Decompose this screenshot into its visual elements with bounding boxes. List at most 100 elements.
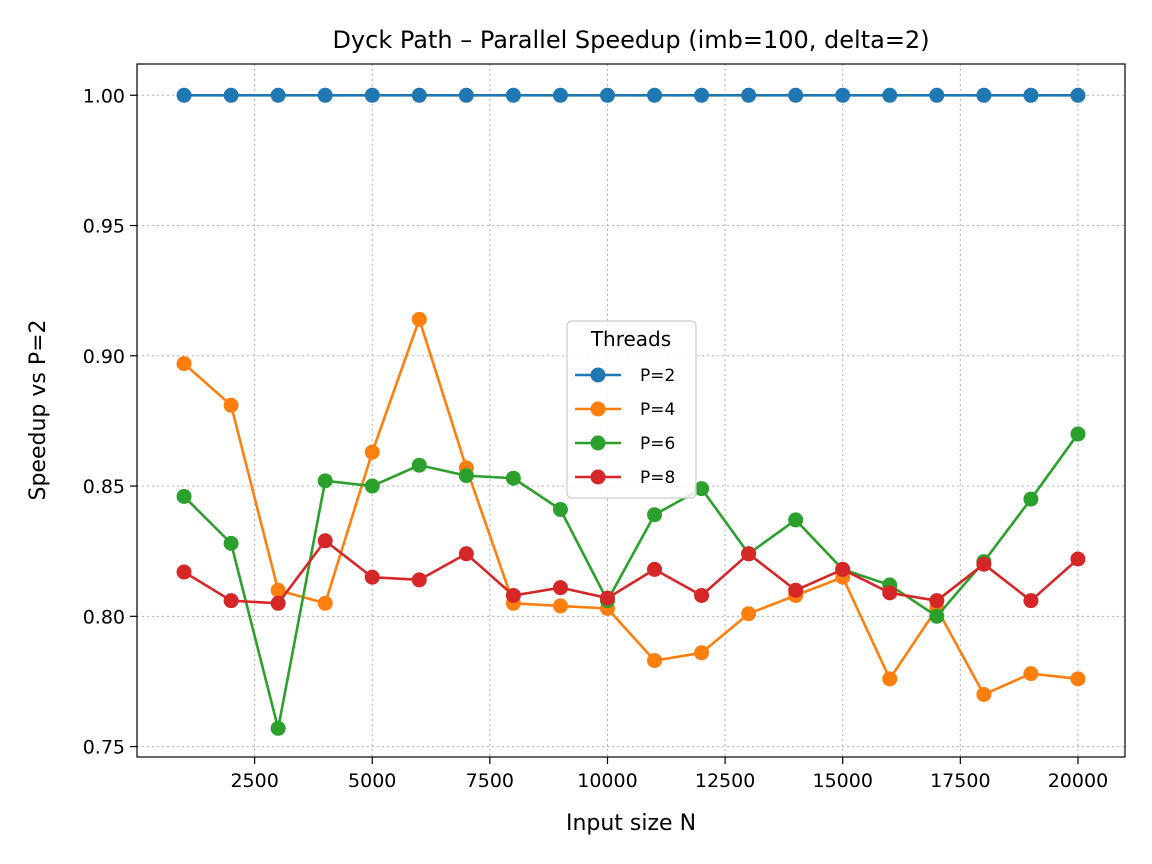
- data-point: [1023, 593, 1039, 609]
- data-point: [694, 645, 710, 661]
- legend-swatch-marker: [590, 367, 606, 383]
- data-point: [929, 593, 945, 609]
- data-point: [882, 87, 898, 103]
- legend-item: P=8: [575, 468, 675, 488]
- series-line: [183, 318, 1079, 696]
- data-point: [694, 481, 710, 497]
- legend-items: P=2 P=4 P=6 P=8: [575, 366, 675, 488]
- data-point: [270, 595, 286, 611]
- data-point: [741, 606, 757, 622]
- plot-frame: [136, 63, 1126, 758]
- data-point: [1070, 671, 1086, 687]
- y-axis: 0.75 0.80 0.85 0.90 0.95 1.00: [83, 85, 137, 759]
- legend-item: P=2: [575, 366, 675, 386]
- legend-label: P=2: [640, 366, 675, 386]
- legend-swatch-marker: [590, 469, 606, 485]
- x-tick-label: 10000: [577, 770, 637, 792]
- data-point: [1023, 87, 1039, 103]
- x-tick-label: 17500: [930, 770, 990, 792]
- data-point: [223, 397, 239, 413]
- legend-item: P=6: [575, 434, 675, 454]
- y-tick-label: 0.80: [83, 606, 125, 628]
- data-point: [788, 582, 804, 598]
- x-axis-label: Input size N: [566, 811, 696, 836]
- data-point: [223, 593, 239, 609]
- data-point: [505, 470, 521, 486]
- data-point: [1070, 551, 1086, 567]
- data-point: [1023, 666, 1039, 682]
- data-point: [882, 671, 898, 687]
- data-point: [552, 598, 568, 614]
- y-tick-label: 0.85: [83, 476, 125, 498]
- chart-title: Dyck Path – Parallel Speedup (imb=100, d…: [332, 26, 929, 54]
- data-point: [270, 87, 286, 103]
- legend-label: P=4: [640, 400, 675, 420]
- x-tick-label: 5000: [348, 770, 396, 792]
- y-tick-label: 0.95: [83, 216, 125, 238]
- data-point: [270, 720, 286, 736]
- data-point: [317, 533, 333, 549]
- legend-item: P=4: [575, 400, 675, 420]
- data-point: [317, 473, 333, 489]
- x-tick-label: 7500: [466, 770, 514, 792]
- series-P=2: [176, 87, 1086, 103]
- data-point: [176, 564, 192, 580]
- legend: Threads P=2 P=4 P=6 P=8: [566, 320, 697, 499]
- x-tick-label: 12500: [695, 770, 755, 792]
- data-point: [882, 585, 898, 601]
- x-tick-label: 15000: [812, 770, 872, 792]
- y-tick-label: 0.75: [83, 737, 125, 759]
- legend-box: [566, 320, 697, 499]
- data-point: [317, 87, 333, 103]
- legend-swatch-marker: [590, 401, 606, 417]
- data-point: [270, 582, 286, 598]
- x-axis: 2500 5000 7500 10000 12500 15000 17500 20000: [230, 757, 1108, 792]
- data-point: [788, 87, 804, 103]
- data-point: [976, 686, 992, 702]
- data-point: [741, 87, 757, 103]
- legend-label: P=6: [640, 434, 675, 454]
- data-point: [835, 87, 851, 103]
- data-point: [788, 512, 804, 528]
- data-point: [647, 87, 663, 103]
- data-point: [552, 87, 568, 103]
- data-point: [694, 87, 710, 103]
- series-P=8: [176, 533, 1086, 611]
- data-point: [741, 546, 757, 562]
- data-point: [647, 653, 663, 669]
- data-point: [835, 561, 851, 577]
- data-point: [1070, 426, 1086, 442]
- x-tick-label: 20000: [1048, 770, 1108, 792]
- data-point: [647, 561, 663, 577]
- data-point: [694, 587, 710, 603]
- data-point: [176, 356, 192, 372]
- y-tick-label: 0.90: [83, 346, 125, 368]
- data-point: [411, 572, 427, 588]
- data-point: [176, 488, 192, 504]
- data-point: [929, 608, 945, 624]
- data-point: [552, 502, 568, 517]
- data-point: [411, 457, 427, 473]
- series-layer: [176, 87, 1086, 736]
- data-point: [599, 590, 615, 606]
- series-line: [183, 433, 1080, 730]
- data-point: [976, 87, 992, 103]
- data-point: [364, 444, 380, 460]
- data-point: [223, 87, 239, 103]
- x-tick-label: 2500: [230, 770, 278, 792]
- data-point: [364, 478, 380, 494]
- data-point: [929, 87, 945, 103]
- series-P=4: [176, 311, 1086, 702]
- data-point: [552, 580, 568, 596]
- data-point: [599, 87, 615, 103]
- data-point: [411, 87, 427, 103]
- data-point: [458, 87, 474, 103]
- data-point: [505, 87, 521, 103]
- data-point: [976, 556, 992, 572]
- series-P=6: [176, 426, 1086, 736]
- data-point: [364, 87, 380, 103]
- data-point: [364, 569, 380, 585]
- data-point: [223, 535, 239, 551]
- data-point: [317, 595, 333, 611]
